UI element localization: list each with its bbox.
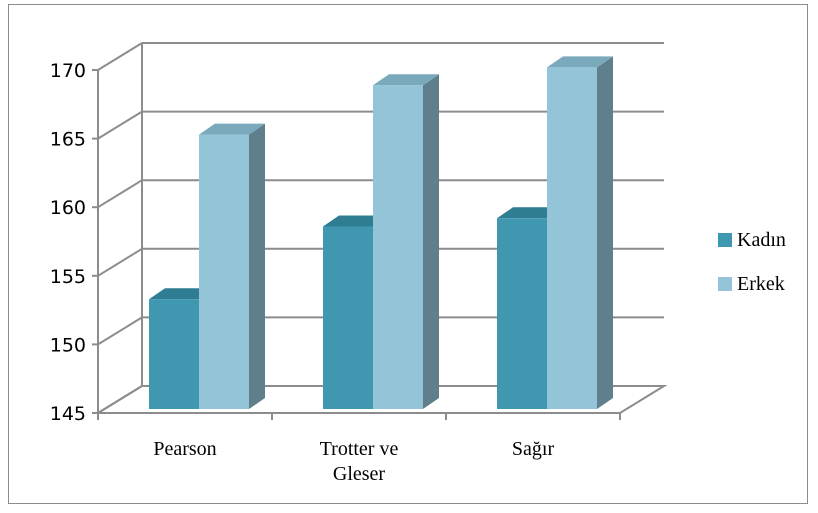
bar-front: [497, 218, 547, 409]
bar-top: [199, 123, 265, 135]
y-tick-label: 145: [50, 403, 86, 425]
x-category-label: Sağır: [512, 438, 555, 460]
bar-side: [597, 56, 613, 409]
y-tick-label: 160: [50, 197, 86, 219]
bar-front: [373, 85, 423, 409]
legend: Kadın Erkek: [718, 229, 786, 295]
gridline-side-150: [97, 316, 143, 346]
y-tick-label: 170: [50, 60, 86, 82]
gridline-side-160: [97, 179, 143, 209]
bars: [149, 56, 613, 409]
legend-item-Kadın: Kadın: [718, 229, 786, 251]
bar-Erkek-Sağır: [547, 56, 613, 409]
legend-swatch: [718, 233, 732, 247]
bar-top: [497, 207, 563, 219]
y-tick-label: 165: [50, 129, 86, 151]
gridline-side-155: [97, 247, 143, 277]
bar-front: [149, 299, 199, 409]
legend-item-Erkek: Erkek: [718, 273, 785, 295]
y-tick-label: 150: [50, 334, 86, 356]
y-axis-ticks: 145 150 155 160 165 170: [50, 60, 86, 425]
y-tick-label: 155: [50, 266, 86, 288]
x-axis-labels: Pearson Trotter ve Gleser Sağır: [153, 438, 554, 485]
gridline-side-165: [97, 110, 143, 140]
bar-side: [249, 123, 265, 409]
bar-front: [323, 226, 373, 409]
x-category-label: Pearson: [153, 438, 216, 460]
bar-top: [149, 288, 215, 300]
bar-front: [547, 67, 597, 409]
bar-front: [199, 134, 249, 409]
gridline-side-145: [97, 385, 143, 414]
bar-top: [373, 74, 439, 86]
legend-label: Kadın: [737, 229, 786, 251]
bar-Erkek-Trotter ve Gleser: [373, 74, 439, 409]
bar-side: [423, 74, 439, 409]
legend-swatch: [718, 277, 732, 291]
bar-Erkek-Pearson: [199, 123, 265, 409]
bar-top: [323, 215, 389, 227]
legend-label: Erkek: [737, 273, 785, 295]
gridline-side-170: [97, 42, 143, 71]
x-category-label: Trotter ve Gleser: [320, 438, 399, 485]
bar-top: [547, 56, 613, 68]
